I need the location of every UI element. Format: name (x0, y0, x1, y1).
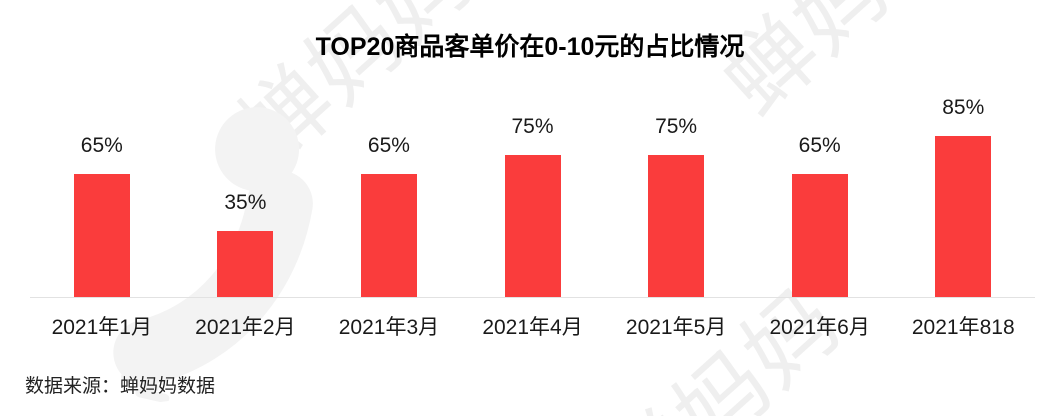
bar-column: 65% (748, 133, 892, 297)
data-source-note: 数据来源：蝉妈妈数据 (25, 376, 216, 397)
category-label: 2021年4月 (482, 316, 583, 339)
value-label: 35% (224, 190, 267, 214)
category-label: 2021年1月 (51, 316, 152, 339)
value-label: 85% (942, 95, 985, 119)
bar-column: 35% (174, 190, 318, 297)
category-row: 2021年1月 2021年2月 2021年3月 2021年4月 2021年5月 2021年… (30, 298, 1035, 341)
bar-column: 75% (461, 114, 605, 297)
bar (935, 135, 992, 297)
value-label: 75% (511, 114, 554, 138)
bar-column: 85% (891, 95, 1035, 297)
bar-column: 65% (317, 133, 461, 297)
category-label: 2021年3月 (338, 316, 440, 339)
value-label: 65% (80, 133, 123, 157)
category-label: 2021年5月 (625, 316, 727, 339)
category-label: 2021年818 (911, 316, 1015, 339)
bar (648, 154, 705, 297)
plot-area: 65% 35% 65% 75% 75% 65% 85% (30, 68, 1035, 298)
bar (217, 230, 274, 297)
category-label: 2021年2月 (195, 316, 296, 339)
value-label: 65% (367, 133, 410, 157)
bar-column: 65% (30, 133, 174, 297)
chart-title: TOP20商品客单价在0-10元的占比情况 (315, 33, 745, 61)
bar (360, 173, 417, 297)
bar (791, 173, 848, 297)
bar (504, 154, 561, 297)
value-label: 65% (798, 133, 841, 157)
bar (73, 173, 130, 297)
category-label: 2021年6月 (769, 316, 870, 339)
bar-column: 75% (604, 114, 748, 297)
value-label: 75% (655, 114, 698, 138)
